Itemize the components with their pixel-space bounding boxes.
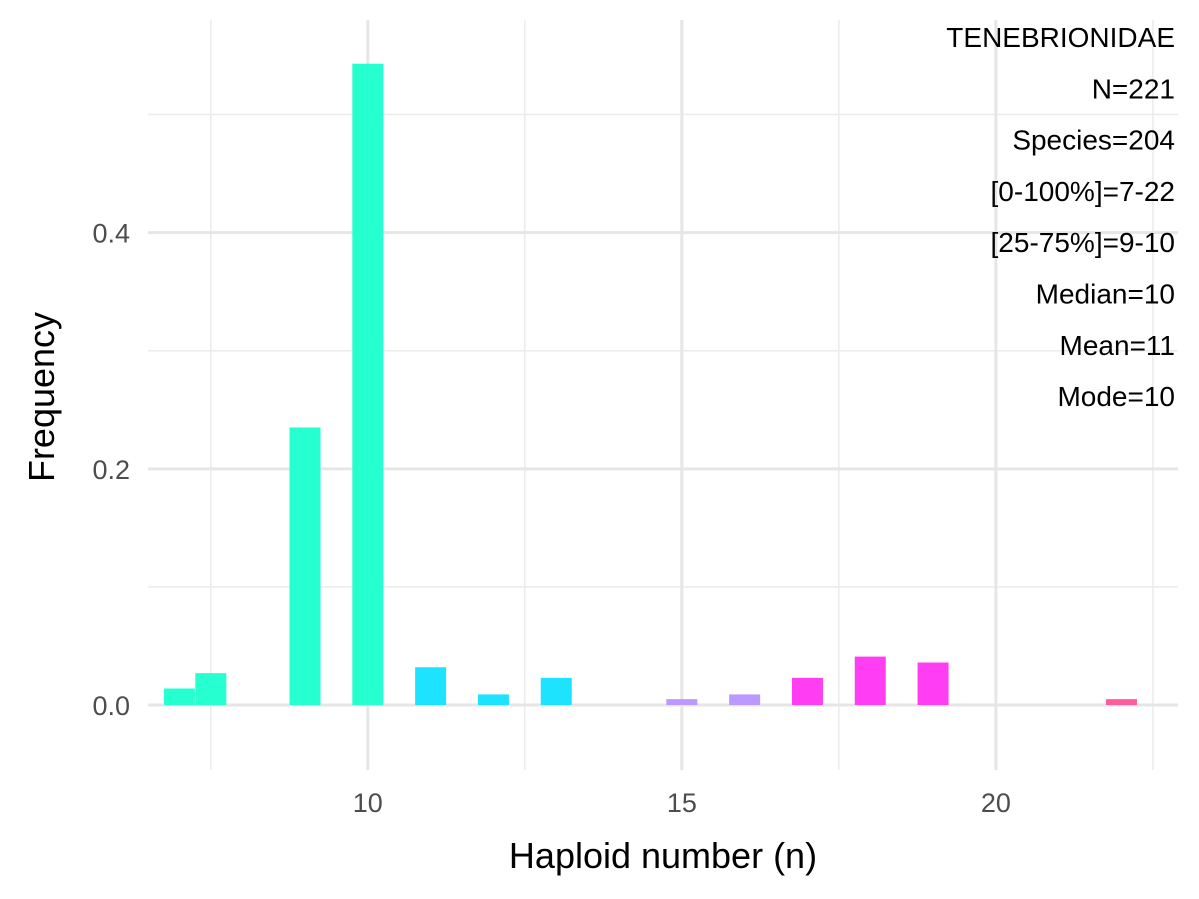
bars-layer <box>163 63 1137 706</box>
y-tick-label: 0.0 <box>92 691 130 721</box>
y-tick-label: 0.4 <box>92 219 130 249</box>
ticks-layer: 10 15 20 0.0 0.2 0.4 <box>92 219 1010 818</box>
stats-line: N=221 <box>1092 73 1175 104</box>
histogram-bar <box>917 662 949 706</box>
stats-line: TENEBRIONIDAE <box>946 22 1175 53</box>
histogram-bar <box>352 63 384 706</box>
histogram-bar <box>729 694 761 706</box>
x-tick-label: 10 <box>353 788 383 818</box>
y-axis-title: Frequency <box>21 312 62 482</box>
histogram-bar <box>477 694 509 706</box>
histogram-bar <box>289 427 321 706</box>
histogram-bar <box>163 688 195 706</box>
stats-line: Species=204 <box>1012 125 1175 156</box>
histogram-bar <box>415 667 447 706</box>
stats-line: Mode=10 <box>1057 381 1175 412</box>
histogram-bar <box>854 656 886 706</box>
stats-annotation: TENEBRIONIDAE N=221 Species=204 [0-100%]=7-… <box>946 22 1175 412</box>
y-tick-label: 0.2 <box>92 455 130 485</box>
histogram-bar <box>1105 699 1137 706</box>
x-tick-label: 15 <box>667 788 697 818</box>
x-axis-title: Haploid number (n) <box>509 835 817 876</box>
histogram-bar <box>195 673 227 706</box>
histogram-bar <box>540 677 572 706</box>
stats-line: Mean=11 <box>1060 330 1175 361</box>
histogram-bar <box>791 677 823 706</box>
x-tick-label: 20 <box>981 788 1011 818</box>
stats-line: [25-75%]=9-10 <box>991 227 1175 258</box>
histogram-bar <box>666 699 698 706</box>
stats-line: Median=10 <box>1036 279 1175 310</box>
stats-line: [0-100%]=7-22 <box>991 176 1175 207</box>
